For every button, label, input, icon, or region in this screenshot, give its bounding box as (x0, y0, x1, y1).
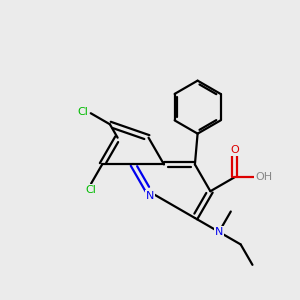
Text: Cl: Cl (77, 107, 88, 117)
Text: OH: OH (255, 172, 272, 182)
Text: N: N (215, 227, 223, 237)
Text: O: O (230, 145, 239, 155)
Text: N: N (146, 190, 154, 201)
Text: Cl: Cl (86, 185, 97, 195)
